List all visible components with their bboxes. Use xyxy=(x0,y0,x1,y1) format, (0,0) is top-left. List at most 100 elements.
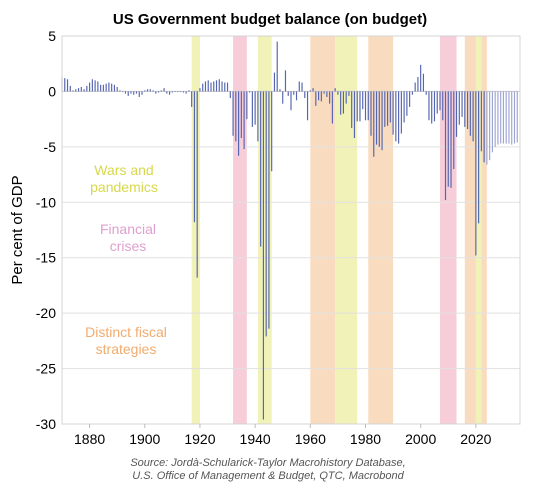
bar xyxy=(246,91,248,120)
projection-bar xyxy=(486,91,488,165)
bar xyxy=(312,88,314,92)
bar xyxy=(295,91,298,101)
legend-label: Wars and pandemics xyxy=(90,162,158,195)
x-tick-labels: 1880 1900 1920 1940 1960 1980 2000 2020 xyxy=(74,424,492,447)
bar xyxy=(417,77,419,92)
projection-bar xyxy=(500,91,502,144)
bar xyxy=(453,91,455,170)
y-tick-label: -5 xyxy=(44,139,57,155)
plot-frame xyxy=(61,35,521,425)
bar xyxy=(86,85,88,92)
shade-strategies xyxy=(481,36,487,424)
y-tick-label: 5 xyxy=(48,28,56,44)
bar xyxy=(282,91,284,104)
y-tick-label: -10 xyxy=(36,194,56,210)
bar xyxy=(232,91,234,136)
bar xyxy=(439,91,441,111)
bar xyxy=(461,91,463,117)
bar xyxy=(163,88,165,92)
bar-series xyxy=(61,41,518,420)
shade-wars xyxy=(475,36,482,424)
bar xyxy=(318,91,320,101)
bar xyxy=(193,91,196,223)
bar xyxy=(323,91,325,94)
bar xyxy=(458,91,460,125)
bar xyxy=(359,91,361,122)
bar xyxy=(122,91,124,93)
shade-strategies xyxy=(464,36,476,424)
bar xyxy=(422,73,425,92)
bar xyxy=(130,91,132,94)
bar xyxy=(119,90,121,92)
bar xyxy=(257,91,259,142)
bar xyxy=(240,91,242,138)
projection-bar xyxy=(489,91,491,161)
bar xyxy=(298,81,300,92)
bar xyxy=(304,91,306,99)
bar xyxy=(348,91,350,96)
bar xyxy=(124,91,127,94)
bar xyxy=(105,83,107,92)
shade-crises xyxy=(439,36,457,424)
bar xyxy=(381,91,383,151)
projection-bar xyxy=(505,91,507,144)
bar xyxy=(384,91,386,127)
bar xyxy=(326,91,328,97)
bar xyxy=(83,89,85,92)
bar xyxy=(373,91,375,157)
bar xyxy=(279,89,281,92)
bar xyxy=(182,91,184,93)
bar xyxy=(306,91,309,121)
bar xyxy=(273,72,276,92)
bar xyxy=(301,82,303,92)
bar xyxy=(389,91,391,123)
bar xyxy=(224,82,226,92)
projection-bar xyxy=(511,91,513,145)
bar xyxy=(433,91,436,122)
bar xyxy=(169,91,171,95)
bar xyxy=(284,70,287,92)
bar xyxy=(243,91,245,150)
bar xyxy=(411,91,413,95)
projection-bar xyxy=(491,91,493,153)
bar xyxy=(398,91,400,144)
bar xyxy=(196,91,198,278)
bar xyxy=(66,79,69,92)
shade-wars xyxy=(191,36,200,424)
bar xyxy=(450,91,452,188)
bar xyxy=(149,89,151,92)
bar xyxy=(141,91,143,95)
bar xyxy=(202,83,204,92)
projection-bar xyxy=(502,91,505,144)
x-tick-label: 1940 xyxy=(240,431,271,447)
legend-label: Financial crises xyxy=(100,221,156,254)
bar xyxy=(268,91,270,329)
bar xyxy=(191,91,193,107)
bar xyxy=(356,91,358,122)
bar xyxy=(229,91,231,99)
bar xyxy=(254,91,256,125)
bar xyxy=(188,90,190,92)
bar xyxy=(351,91,353,129)
bar xyxy=(455,91,458,137)
bar xyxy=(442,91,444,121)
bar xyxy=(342,91,345,114)
bar xyxy=(290,91,292,111)
bar xyxy=(97,81,99,92)
bar xyxy=(276,41,278,92)
bar xyxy=(102,84,104,92)
bar xyxy=(100,84,102,92)
bar xyxy=(72,90,74,92)
shade-wars xyxy=(257,36,272,424)
projection-bar xyxy=(494,91,496,147)
bar xyxy=(464,91,466,127)
shaded-periods xyxy=(191,36,487,424)
bar xyxy=(146,89,149,92)
bar xyxy=(406,91,408,116)
bar xyxy=(271,91,273,172)
bar xyxy=(403,91,405,123)
bar xyxy=(395,91,397,142)
y-tick-label: -25 xyxy=(36,361,56,377)
bar xyxy=(199,88,201,92)
bar xyxy=(309,90,311,92)
